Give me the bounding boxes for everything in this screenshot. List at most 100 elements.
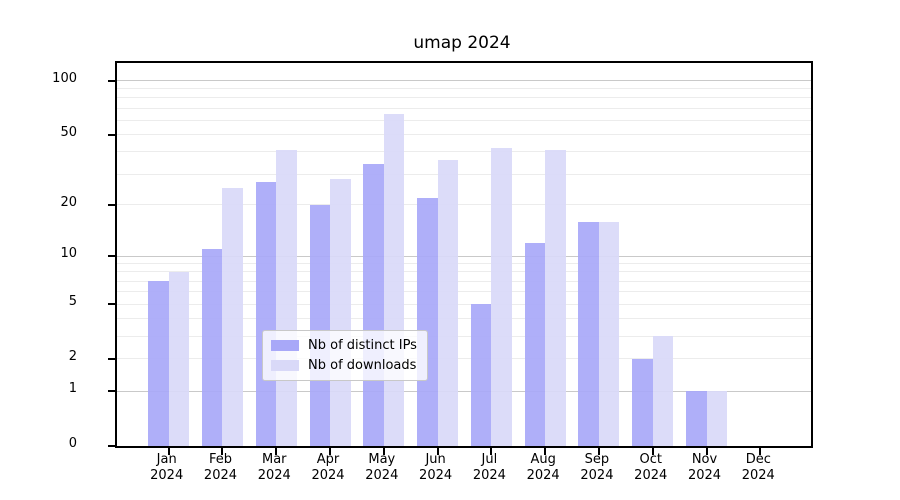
x-tick [436,448,439,455]
x-tick-year: 2024 [365,468,399,483]
x-tick-year: 2024 [150,468,184,483]
y-tick-label: 50 [60,124,77,140]
x-tick-year: 2024 [687,468,722,483]
bar-distinct-ips [632,358,653,446]
x-tick-year: 2024 [580,468,614,483]
x-tick-month: Sep [584,452,610,467]
legend: Nb of distinct IPs Nb of downloads [262,330,428,381]
x-tick [705,448,708,455]
x-tick-month: Jul [481,452,498,467]
x-tick [329,448,332,455]
minor-gridline [117,88,811,90]
bar-downloads [383,114,405,446]
minor-gridline [117,151,811,153]
bar-downloads [168,271,190,446]
x-tick-month: Oct [639,452,662,467]
bar-distinct-ips [524,242,546,446]
bar-downloads [330,179,351,446]
bar-downloads [222,187,243,446]
y-tick-label: 20 [60,194,77,210]
bar-downloads [598,221,620,446]
minor-gridline [117,119,811,121]
bar-distinct-ips [255,182,277,446]
x-tick [382,448,385,455]
y-tick-label: 2 [68,348,77,364]
x-tick-label: Apr 2024 [293,452,363,484]
legend-item: Nb of downloads [271,358,417,373]
minor-gridline [117,97,811,99]
minor-gridline [117,335,811,337]
minor-gridline [117,204,811,206]
legend-label: Nb of distinct IPs [308,338,417,353]
x-tick-year: 2024 [257,468,291,483]
bar-distinct-ips [363,164,384,446]
y-tick-label: 100 [52,70,77,86]
bar-downloads [437,160,459,446]
x-tick [167,448,170,455]
y-tick-label: 10 [60,246,77,262]
bar-distinct-ips [201,249,223,446]
legend-swatch [271,360,299,371]
y-tick [108,357,115,360]
plot-area [108,61,813,455]
x-tick-year: 2024 [741,468,775,483]
bar-distinct-ips [148,281,169,446]
x-tick-label: Mar 2024 [239,452,309,484]
x-tick [275,448,278,455]
bar-distinct-ips [417,197,438,446]
minor-gridline [117,107,811,109]
minor-gridline [117,173,811,175]
minor-gridline [117,318,811,320]
x-tick [597,448,600,455]
bar-downloads [545,150,566,446]
y-tick [108,133,115,136]
minor-gridline [117,291,811,293]
minor-gridline [117,134,811,136]
chart-title: umap 2024 [413,33,511,53]
x-tick [221,448,224,455]
y-tick [108,390,115,393]
x-tick-label: Sep 2024 [562,452,632,484]
x-tick-year: 2024 [419,468,453,483]
x-tick-year: 2024 [203,468,238,483]
x-tick-month: Jun [425,452,446,467]
x-tick-year: 2024 [634,468,668,483]
x-tick-label: Feb 2024 [185,452,255,484]
minor-gridline [117,263,811,265]
bar-distinct-ips [686,391,707,446]
y-tick [108,79,115,82]
x-tick-label: Jul 2024 [454,452,524,484]
x-tick [490,448,493,455]
bar-downloads [706,391,727,446]
x-tick-label: May 2024 [347,452,417,484]
legend-label: Nb of downloads [308,358,417,373]
y-tick-label: 0 [68,436,77,451]
major-gridline [117,390,811,392]
x-tick-month: Jan [156,452,177,467]
x-tick-label: Jun 2024 [401,452,471,484]
legend-item: Nb of distinct IPs [271,338,417,353]
x-tick [544,448,547,455]
x-tick-label: Jan 2024 [132,452,202,484]
y-tick [108,203,115,206]
y-tick-label: 1 [68,381,77,397]
bar-downloads [491,148,512,446]
x-tick-month: Feb [208,452,232,467]
x-tick-label: Oct 2024 [616,452,686,484]
bar-downloads [276,150,297,446]
major-gridline [117,80,811,81]
x-tick-year: 2024 [526,468,560,483]
y-tick [108,445,115,447]
legend-swatch [271,340,299,351]
y-tick-label: 5 [68,294,77,310]
x-tick-month: Mar [261,452,287,467]
minor-gridline [117,280,811,282]
x-tick [651,448,654,455]
bar-distinct-ips [470,304,492,446]
x-tick-month: May [368,452,396,467]
x-tick-month: Dec [745,452,771,467]
x-tick-label: Nov 2024 [670,452,740,484]
minor-gridline [117,303,811,305]
bar-downloads [652,336,674,446]
